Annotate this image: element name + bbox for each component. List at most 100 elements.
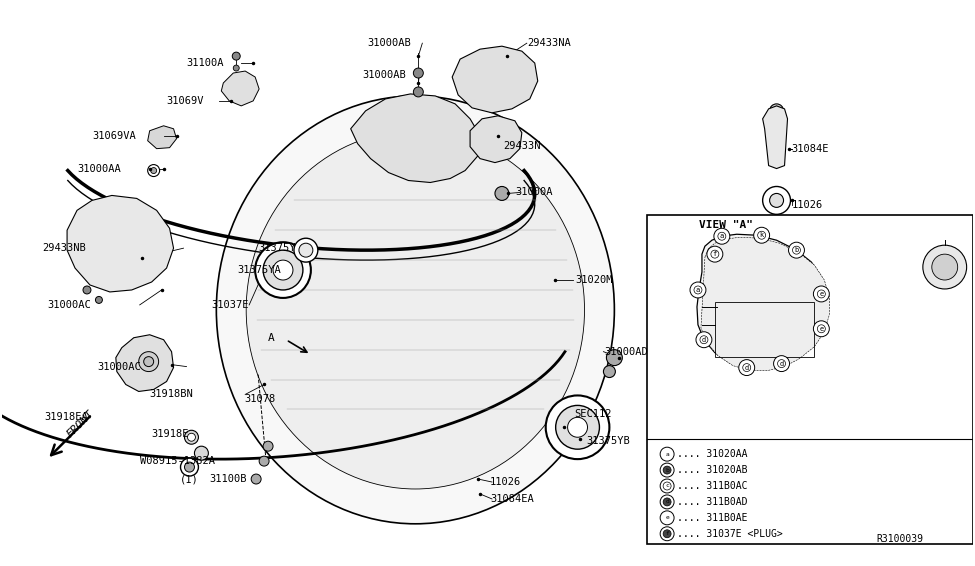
Circle shape xyxy=(556,405,600,449)
Circle shape xyxy=(817,290,825,298)
Circle shape xyxy=(769,104,784,118)
Text: 31100B: 31100B xyxy=(210,474,247,484)
Text: k: k xyxy=(760,232,763,238)
Circle shape xyxy=(567,417,588,438)
Text: 31069VA: 31069VA xyxy=(92,131,136,141)
Text: 29433NB: 29433NB xyxy=(42,243,86,253)
Circle shape xyxy=(707,246,722,262)
Circle shape xyxy=(413,87,423,97)
Circle shape xyxy=(663,530,671,538)
Circle shape xyxy=(778,359,786,367)
Circle shape xyxy=(762,186,791,215)
Circle shape xyxy=(413,68,423,78)
Circle shape xyxy=(793,246,800,254)
Circle shape xyxy=(769,194,784,207)
Circle shape xyxy=(263,441,273,451)
Text: 31000AB: 31000AB xyxy=(363,70,407,80)
Circle shape xyxy=(660,463,674,477)
Circle shape xyxy=(151,168,157,174)
Circle shape xyxy=(604,366,615,378)
Circle shape xyxy=(180,458,199,476)
Text: (1): (1) xyxy=(179,474,198,484)
Text: A: A xyxy=(268,333,275,343)
Circle shape xyxy=(184,430,199,444)
Circle shape xyxy=(694,286,702,294)
Circle shape xyxy=(696,332,712,348)
Text: e: e xyxy=(819,291,824,297)
Text: e: e xyxy=(665,515,669,520)
Polygon shape xyxy=(762,106,788,169)
Circle shape xyxy=(718,232,725,240)
Text: a: a xyxy=(720,233,724,239)
Circle shape xyxy=(754,228,769,243)
Text: 31918E: 31918E xyxy=(152,429,189,439)
Text: 31000AB: 31000AB xyxy=(368,38,411,48)
Circle shape xyxy=(663,482,671,490)
Text: .... 31020AA: .... 31020AA xyxy=(677,449,748,459)
Circle shape xyxy=(660,495,674,509)
Circle shape xyxy=(660,447,674,461)
Circle shape xyxy=(789,242,804,258)
Text: b: b xyxy=(665,468,669,473)
Text: VIEW "A": VIEW "A" xyxy=(699,220,753,230)
Circle shape xyxy=(147,165,160,177)
Polygon shape xyxy=(221,71,259,106)
Circle shape xyxy=(96,297,102,303)
Text: SEC112: SEC112 xyxy=(574,409,612,419)
Bar xyxy=(647,215,973,544)
Circle shape xyxy=(546,396,609,459)
Circle shape xyxy=(711,250,719,258)
Text: .... 311B0AD: .... 311B0AD xyxy=(677,497,748,507)
Text: a: a xyxy=(665,452,669,457)
Text: 31000A: 31000A xyxy=(515,187,553,198)
Text: .... 311B0AC: .... 311B0AC xyxy=(677,481,748,491)
Polygon shape xyxy=(147,126,176,149)
Circle shape xyxy=(932,254,957,280)
Ellipse shape xyxy=(216,96,614,524)
Circle shape xyxy=(252,474,261,484)
Circle shape xyxy=(923,245,966,289)
Circle shape xyxy=(234,82,249,96)
Text: 31078: 31078 xyxy=(244,395,276,405)
Circle shape xyxy=(263,250,303,290)
Circle shape xyxy=(293,238,318,262)
Text: 31918BN: 31918BN xyxy=(150,389,193,400)
Circle shape xyxy=(232,52,240,60)
Circle shape xyxy=(83,286,91,294)
Text: .... 31037E <PLUG>: .... 31037E <PLUG> xyxy=(677,529,783,539)
Text: f: f xyxy=(713,251,717,257)
Text: 31069V: 31069V xyxy=(167,96,204,106)
Text: d: d xyxy=(779,361,784,367)
Text: d: d xyxy=(665,499,669,504)
Polygon shape xyxy=(452,46,538,113)
Text: 31084EA: 31084EA xyxy=(490,494,533,504)
Text: 31000AA: 31000AA xyxy=(77,164,121,174)
Polygon shape xyxy=(98,252,128,278)
Text: 31100A: 31100A xyxy=(186,58,224,68)
Circle shape xyxy=(138,351,159,371)
Circle shape xyxy=(663,466,671,474)
Circle shape xyxy=(238,85,245,92)
Text: f: f xyxy=(665,531,669,536)
Circle shape xyxy=(194,446,209,460)
Circle shape xyxy=(743,363,751,371)
Text: 11026: 11026 xyxy=(490,477,522,487)
Circle shape xyxy=(663,498,671,506)
Circle shape xyxy=(660,511,674,525)
Circle shape xyxy=(813,321,830,337)
Text: 31918EA: 31918EA xyxy=(44,413,88,422)
Text: 31037E: 31037E xyxy=(212,300,249,310)
Text: 31000AC: 31000AC xyxy=(47,300,91,310)
Text: d: d xyxy=(745,365,749,371)
Circle shape xyxy=(700,336,708,344)
Circle shape xyxy=(259,456,269,466)
Bar xyxy=(715,302,814,357)
Circle shape xyxy=(660,527,674,541)
Text: 31375YA: 31375YA xyxy=(237,265,281,275)
Text: 31000AC: 31000AC xyxy=(97,362,140,372)
Circle shape xyxy=(255,242,311,298)
Text: FRONT: FRONT xyxy=(64,409,96,440)
Circle shape xyxy=(143,357,154,367)
Circle shape xyxy=(690,282,706,298)
Text: 31375Y: 31375Y xyxy=(258,243,295,253)
